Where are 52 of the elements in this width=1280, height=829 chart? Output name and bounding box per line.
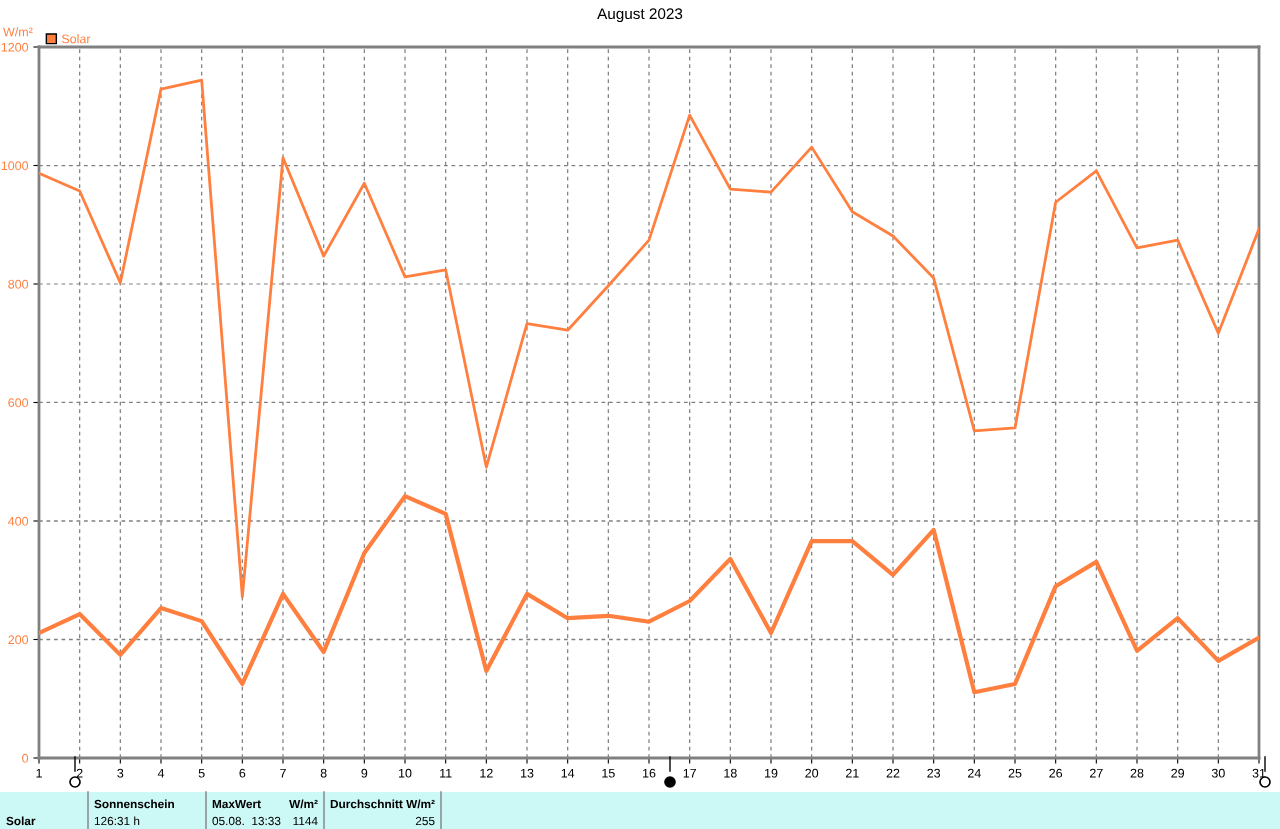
line-series [39, 78, 1259, 599]
text: 126:31 h [94, 816, 140, 826]
text: MaxWert [212, 799, 261, 809]
x-tick-label: 9 [361, 768, 368, 778]
y-tick-label: 800 [8, 279, 29, 289]
x-tick-label: 18 [724, 768, 737, 778]
text: 05.08. 13:33 [212, 816, 281, 826]
x-tick-label: 24 [968, 768, 981, 778]
x-tick-label: 16 [643, 768, 656, 778]
text: W/m² [289, 799, 318, 809]
x-tick-label: 3 [117, 768, 124, 778]
y-tick-label: 1000 [1, 161, 29, 171]
line-series [39, 494, 1259, 695]
y-axis-title: W/m² [3, 27, 33, 37]
x-tick-label: 27 [1090, 768, 1103, 778]
x-tick-label: 19 [765, 768, 778, 778]
text: Solar [6, 816, 36, 826]
x-tick-label: 1 [36, 768, 42, 778]
y-tick-label: 600 [8, 398, 29, 408]
text: 1144 [293, 816, 318, 826]
text: 255 [415, 816, 435, 826]
y-tick-label: 1200 [1, 42, 29, 52]
x-tick-label: 30 [1211, 768, 1225, 778]
text: Durchschnitt [330, 799, 403, 809]
x-tick-label: 25 [1008, 768, 1022, 778]
chart-title: August 2023 [597, 8, 683, 23]
x-tick-label: 28 [1130, 768, 1144, 778]
text: Sonnenschein [94, 799, 174, 809]
x-tick-label: 2 [76, 768, 83, 778]
x-tick-label: 23 [927, 768, 941, 778]
x-tick-label: 29 [1171, 768, 1185, 778]
y-tick-label: 0 [22, 753, 29, 763]
x-tick-label: 15 [602, 768, 615, 778]
x-tick-label: 20 [805, 768, 819, 778]
text: W/m² [406, 799, 435, 809]
x-tick-label: 10 [399, 768, 412, 778]
x-tick-label: 21 [846, 768, 859, 778]
x-tick-label: 11 [440, 768, 452, 778]
x-tick-label: 8 [320, 768, 327, 778]
x-tick-label: 4 [157, 768, 165, 778]
x-tick-label: 5 [198, 768, 205, 778]
y-tick-label: 400 [8, 516, 29, 526]
x-tick-label: 14 [561, 768, 575, 778]
x-tick-label: 7 [280, 768, 286, 778]
x-tick-label: 12 [480, 768, 493, 778]
x-tick-label: 22 [886, 768, 900, 778]
legend-label: Solar [61, 34, 91, 44]
x-tick-label: 6 [239, 768, 246, 778]
x-tick-label: 17 [683, 768, 696, 778]
x-tick-label: 13 [521, 768, 534, 778]
x-tick-label: 26 [1049, 768, 1063, 778]
y-tick-label: 200 [8, 635, 29, 645]
